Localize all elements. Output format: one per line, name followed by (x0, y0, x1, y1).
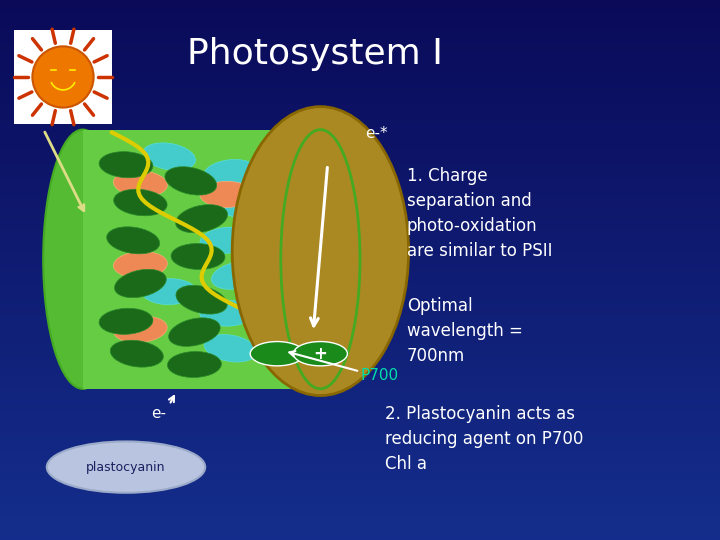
Bar (83, 130, 320, 389)
Ellipse shape (218, 192, 271, 218)
Ellipse shape (176, 205, 228, 233)
Ellipse shape (114, 189, 167, 216)
Ellipse shape (204, 335, 257, 362)
Ellipse shape (32, 46, 94, 107)
Ellipse shape (168, 352, 221, 377)
Ellipse shape (114, 252, 167, 278)
Ellipse shape (294, 342, 347, 366)
Ellipse shape (281, 130, 360, 389)
Ellipse shape (200, 227, 253, 253)
Ellipse shape (99, 308, 153, 334)
Ellipse shape (99, 152, 153, 178)
Ellipse shape (165, 167, 217, 195)
Ellipse shape (204, 159, 257, 186)
Ellipse shape (200, 181, 253, 207)
Ellipse shape (107, 227, 160, 254)
Ellipse shape (43, 130, 122, 389)
Ellipse shape (114, 171, 167, 197)
Text: Photosystem I: Photosystem I (187, 37, 443, 71)
Text: e-*: e-* (365, 126, 387, 141)
Ellipse shape (251, 342, 304, 366)
Ellipse shape (143, 143, 196, 170)
Ellipse shape (110, 340, 163, 367)
Ellipse shape (143, 279, 196, 305)
Text: Optimal
wavelength =
700nm: Optimal wavelength = 700nm (407, 297, 523, 365)
Ellipse shape (168, 318, 220, 346)
Ellipse shape (200, 300, 253, 326)
Ellipse shape (232, 106, 409, 395)
Ellipse shape (47, 442, 205, 492)
Text: plastocyanin: plastocyanin (86, 461, 166, 474)
Ellipse shape (171, 244, 225, 269)
Bar (14, 30, 112, 124)
Ellipse shape (114, 316, 167, 342)
Ellipse shape (176, 285, 228, 314)
Text: P700: P700 (360, 368, 398, 383)
Text: 2. Plastocyanin acts as
reducing agent on P700
Chl a: 2. Plastocyanin acts as reducing agent o… (385, 405, 584, 473)
Ellipse shape (212, 261, 264, 289)
Text: 1. Charge
separation and
photo-oxidation
are similar to PSII: 1. Charge separation and photo-oxidation… (407, 167, 552, 260)
Ellipse shape (114, 269, 166, 298)
Text: e-: e- (151, 406, 166, 421)
Text: +: + (313, 345, 328, 363)
